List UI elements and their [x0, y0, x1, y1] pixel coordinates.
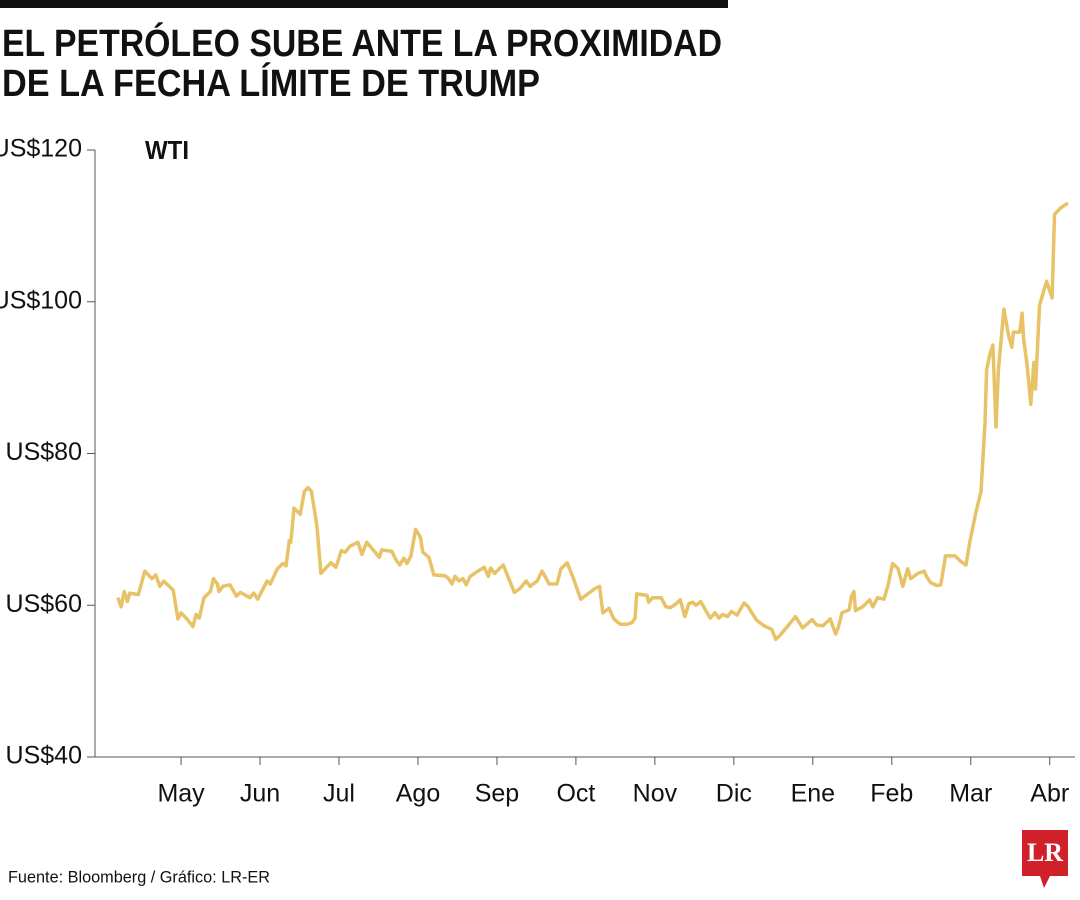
y-tick-label: US$120: [0, 135, 82, 163]
line-series: [116, 201, 1069, 642]
x-tick-label: Oct: [556, 780, 595, 808]
x-tick-label: Jun: [240, 780, 280, 808]
x-tick-label: Jul: [323, 780, 355, 808]
logo-text: LR: [1027, 838, 1063, 867]
source: Fuente: Bloomberg / Gráfico: LR-ER: [8, 867, 270, 886]
logo: [1022, 830, 1068, 888]
x-tick-label: Nov: [633, 780, 678, 808]
y-tick-label: US$40: [6, 742, 82, 770]
chart-title: DE LA FECHA LÍMITE DE TRUMP: [2, 61, 540, 105]
x-tick-label: Mar: [949, 780, 992, 808]
x-tick-label: Feb: [870, 780, 913, 808]
y-tick-label: US$80: [6, 438, 82, 466]
y-tick-label: US$100: [0, 286, 82, 314]
x-tick-label: Ago: [396, 780, 440, 808]
series-label: WTI: [145, 135, 189, 165]
x-tick-label: Abr: [1030, 780, 1069, 808]
chart-title: EL PETRÓLEO SUBE ANTE LA PROXIMIDAD: [2, 21, 722, 65]
y-tick-label: US$60: [6, 590, 82, 618]
x-tick-label: May: [157, 780, 205, 808]
x-tick-label: Ene: [791, 780, 835, 808]
x-tick-label: Sep: [475, 780, 519, 808]
x-tick-label: Dic: [716, 780, 752, 808]
top-bar: [0, 0, 728, 8]
